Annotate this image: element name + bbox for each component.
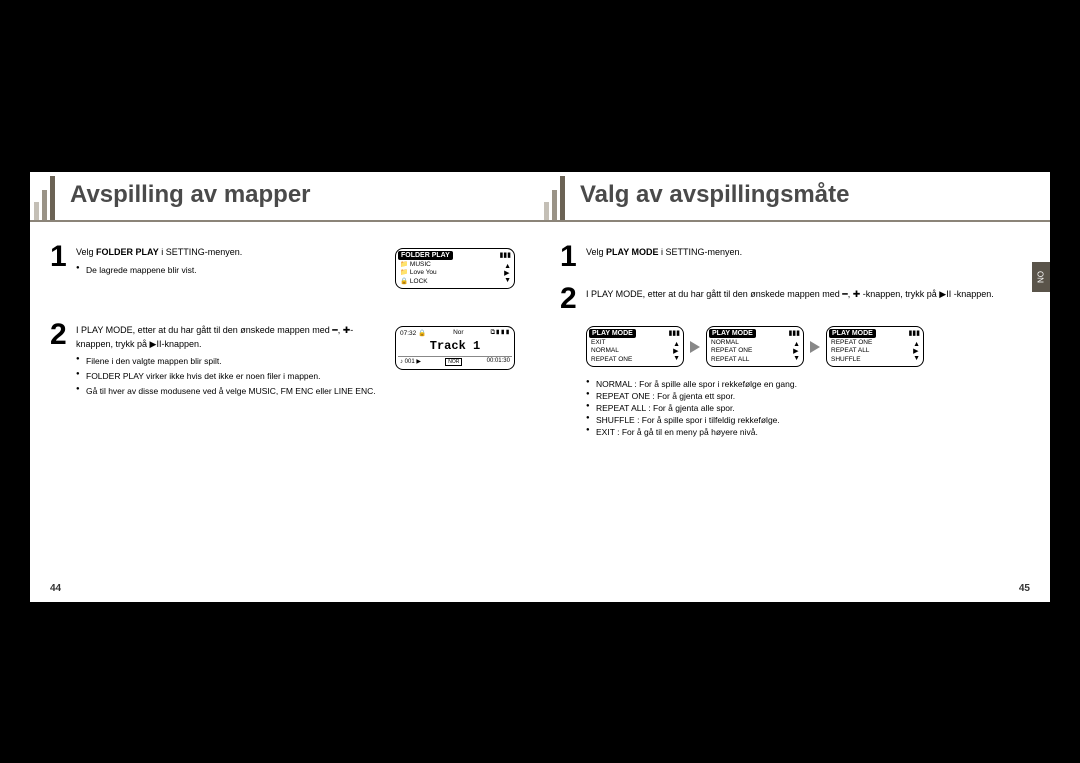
lcd-row: REPEAT ALL xyxy=(829,347,921,355)
step2-bullet: Filene i den valgte mappen blir spilt. xyxy=(76,355,385,368)
battery-icon: ▮▮▮ xyxy=(788,329,800,337)
lcd-folder-play: FOLDER PLAY ▮▮▮ ▲▶▼ 📁 MUSIC 📁 Love You 🔒… xyxy=(395,248,515,289)
battery-icon: ▮▮▮ xyxy=(499,251,511,259)
arrow-right-icon xyxy=(690,341,700,353)
page-number: 45 xyxy=(1019,583,1030,594)
lock-icon: 🔒 xyxy=(400,278,408,286)
scroll-arrows-icon: ▲▶▼ xyxy=(673,341,680,362)
lcd-title: PLAY MODE xyxy=(709,329,756,338)
step-number: 2 xyxy=(560,284,586,314)
lcd-playmode-2: PLAY MODE ▮▮▮ ▲▶▼ NORMAL REPEAT ONE REPE… xyxy=(706,326,804,367)
lock-icon: 🔒 xyxy=(418,330,426,337)
explain-item: REPEAT ALL : For å gjenta alle spor. xyxy=(586,403,1030,413)
step1-bullet: De lagrede mappene blir vist. xyxy=(76,264,385,277)
lcd-track-title: Track 1 xyxy=(398,337,512,355)
battery-icon: ▮▮▮ xyxy=(668,329,680,337)
play-mode-screens: PLAY MODE ▮▮▮ ▲▶▼ EXIT NORMAL REPEAT ONE… xyxy=(586,326,1030,367)
step-1: 1 Velg PLAY MODE i SETTING-menyen. xyxy=(560,242,1030,272)
lcd-title: FOLDER PLAY xyxy=(398,251,453,260)
lcd-title: PLAY MODE xyxy=(589,329,636,338)
step1-text-bold: FOLDER PLAY xyxy=(96,247,159,257)
lcd-row-label: LOCK xyxy=(410,278,428,286)
heading-title: Valg av avspillingsmåte xyxy=(580,181,849,213)
step2-bullet: Gå til hver av disse modusene ved å velg… xyxy=(76,385,385,398)
scroll-arrows-icon: ▲▶▼ xyxy=(793,341,800,362)
lcd-row: REPEAT ONE xyxy=(829,339,921,347)
manual-spread: Avspilling av mapper 1 Velg FOLDER PLAY … xyxy=(30,172,1050,602)
step2-text: I PLAY MODE, etter at du har gått til de… xyxy=(586,288,1030,302)
lcd-row: NORMAL xyxy=(589,347,681,355)
page-right: Valg av avspillingsmåte 1 Velg PLAY MODE… xyxy=(540,172,1050,602)
lcd-row: NORMAL xyxy=(709,339,801,347)
explain-item: NORMAL : For å spille alle spor i rekkef… xyxy=(586,379,1030,389)
explain-item: REPEAT ONE : For å gjenta ett spor. xyxy=(586,391,1030,401)
step1-text-post: i SETTING-menyen. xyxy=(159,247,243,257)
step-number: 2 xyxy=(50,320,76,399)
lcd-foot-time: 00:01:30 xyxy=(487,358,510,366)
step-1: 1 Velg FOLDER PLAY i SETTING-menyen. De … xyxy=(50,242,385,278)
page-number: 44 xyxy=(50,583,61,594)
heading-bars-icon xyxy=(540,172,574,222)
folder-icon: 📁 xyxy=(400,261,408,269)
lcd-row: SHUFFLE xyxy=(829,356,921,364)
arrow-right-icon xyxy=(810,341,820,353)
lcd-row: REPEAT ONE xyxy=(589,356,681,364)
scroll-arrows-icon: ▲▶▼ xyxy=(913,341,920,362)
folder-icon: 📁 xyxy=(400,269,408,277)
step-2: 2 I PLAY MODE, etter at du har gått til … xyxy=(560,284,1030,314)
heading-left: Avspilling av mapper xyxy=(30,172,540,222)
lcd-mode: Nor xyxy=(453,329,463,337)
lcd-foot-mode: NOR xyxy=(445,358,462,366)
step2-bullet: FOLDER PLAY virker ikke hvis det ikke er… xyxy=(76,370,385,383)
scroll-arrows-icon: ▲▶▼ xyxy=(504,263,511,284)
explain-item: EXIT : For å gå til en meny på høyere ni… xyxy=(586,427,1030,437)
explain-item: SHUFFLE : For å spille spor i tilfeldig … xyxy=(586,415,1030,425)
lcd-row-label: Love You xyxy=(410,269,437,277)
lcd-row: REPEAT ALL xyxy=(709,356,801,364)
step1-text-pre: Velg xyxy=(76,247,96,257)
language-tab: NO xyxy=(1032,262,1050,292)
step1-text-post: i SETTING-menyen. xyxy=(659,247,743,257)
lcd-row-label: MUSIC xyxy=(410,261,431,269)
lcd-foot-left: ♪ 001 ▶ xyxy=(400,358,421,366)
step2-text: I PLAY MODE, etter at du har gått til de… xyxy=(76,324,385,351)
lcd-title: PLAY MODE xyxy=(829,329,876,338)
battery-icon: ▮▮▮ xyxy=(908,329,920,337)
lcd-playmode-1: PLAY MODE ▮▮▮ ▲▶▼ EXIT NORMAL REPEAT ONE xyxy=(586,326,684,367)
step-number: 1 xyxy=(50,242,76,278)
lcd-row: EXIT xyxy=(589,339,681,347)
step1-text-pre: Velg xyxy=(586,247,606,257)
heading-title: Avspilling av mapper xyxy=(70,181,311,213)
heading-right: Valg av avspillingsmåte xyxy=(540,172,1050,222)
heading-bars-icon xyxy=(30,172,64,222)
step1-text-bold: PLAY MODE xyxy=(606,247,659,257)
step-2: 2 I PLAY MODE, etter at du har gått til … xyxy=(50,320,385,399)
step-number: 1 xyxy=(560,242,586,272)
battery-icon: ⧉▮▮▮ xyxy=(491,329,510,337)
page-left: Avspilling av mapper 1 Velg FOLDER PLAY … xyxy=(30,172,540,602)
lcd-row: REPEAT ONE xyxy=(709,347,801,355)
lcd-playmode-3: PLAY MODE ▮▮▮ ▲▶▼ REPEAT ONE REPEAT ALL … xyxy=(826,326,924,367)
lcd-time: 07:32 xyxy=(400,330,416,337)
lcd-track: 07:32 🔒 Nor ⧉▮▮▮ Track 1 ♪ 001 ▶ NOR 00:… xyxy=(395,326,515,370)
